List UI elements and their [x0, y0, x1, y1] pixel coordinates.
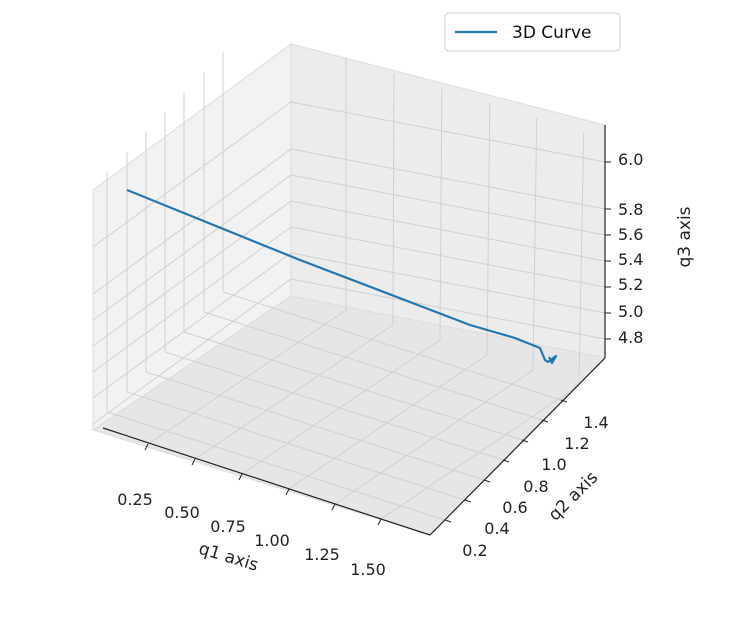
- grid-lines: [92, 52, 606, 521]
- y-tick-label: 1.4: [583, 413, 608, 432]
- y-axis-line: [429, 357, 606, 536]
- z-grid-line-left: [92, 278, 292, 425]
- z-tick-labels: 4.8 5.0 5.2 5.4 5.6 5.8 6.0: [618, 150, 643, 347]
- x-tick-mark: [331, 503, 336, 511]
- z-grid-line-left: [92, 174, 292, 321]
- y-axis-label: q2 axis: [545, 468, 602, 525]
- x-grid-line-back: [392, 72, 395, 326]
- x-tick-mark: [377, 518, 382, 526]
- x-tick-mark: [238, 473, 243, 481]
- z-grid-line: [290, 200, 606, 262]
- z-tick-label: 5.8: [618, 200, 643, 219]
- x-grid-line-back: [486, 102, 491, 356]
- y-tick-mark: [541, 419, 549, 423]
- y-grid-line: [126, 391, 466, 501]
- z-tick-label: 5.4: [618, 250, 643, 269]
- z-tick-label: 5.6: [618, 225, 643, 244]
- y-tick-mark: [483, 479, 491, 483]
- z-grid-line-left: [92, 226, 292, 373]
- x-tick-mark: [191, 458, 196, 466]
- y-tick-mark: [560, 399, 568, 403]
- z-grid-line: [290, 226, 606, 288]
- x-tick-label: 0.75: [210, 517, 246, 536]
- x-grid-line: [241, 339, 441, 475]
- x-grid-line: [147, 309, 347, 445]
- legend-box: [444, 12, 621, 52]
- z-grid-line: [290, 278, 606, 340]
- x-grid-line-back: [439, 87, 443, 341]
- z-tick-label: 6.0: [618, 150, 643, 169]
- y-grid-line: [203, 311, 543, 421]
- x-tick-label: 1.25: [304, 545, 340, 564]
- z-grid-line-left: [92, 101, 292, 248]
- z-tick-label: 5.0: [618, 302, 643, 321]
- x-tick-label: 0.25: [117, 490, 153, 509]
- legend-label: 3D Curve: [512, 23, 591, 43]
- x-grid-line: [194, 324, 394, 460]
- y-tick-mark: [464, 499, 472, 503]
- x-axis-line: [102, 427, 431, 536]
- z-grid-line: [290, 101, 606, 163]
- x-tick-label: 1.50: [350, 560, 386, 579]
- z-tick-label: 4.8: [618, 328, 643, 347]
- tick-marks: [144, 161, 611, 526]
- y-tick-mark: [502, 459, 510, 463]
- x-grid-line: [334, 369, 534, 505]
- x-grid-line-back: [578, 132, 585, 386]
- z-grid-line: [290, 252, 606, 314]
- axes-panes: [91, 43, 607, 536]
- z-grid-line: [290, 174, 606, 236]
- y-tick-label: 1.0: [541, 455, 566, 474]
- z-grid-line-left: [92, 200, 292, 347]
- y-grid-line: [106, 411, 446, 521]
- z-tick-label: 5.2: [618, 275, 643, 294]
- x-tick-label: 1.00: [254, 531, 290, 550]
- y-tick-mark: [521, 439, 529, 443]
- x-tick-mark: [285, 488, 290, 496]
- y-tick-label: 1.2: [564, 434, 589, 453]
- y-grid-line: [183, 331, 523, 441]
- y-grid-line: [222, 291, 562, 401]
- y-tick-label: 0.4: [484, 519, 509, 538]
- y-tick-label: 0.8: [523, 477, 548, 496]
- curve-line: [126, 188, 558, 365]
- series-3d-curve: [126, 188, 558, 365]
- x-grid-line: [288, 354, 488, 490]
- z-grid-line-left: [92, 148, 292, 295]
- x-tick-label: 0.50: [164, 503, 200, 522]
- x-grid-line: [380, 384, 580, 520]
- y-grid-line: [145, 371, 485, 481]
- x-tick-labels: 0.25 0.50 0.75 1.00 1.25 1.50: [117, 490, 386, 579]
- y-tick-label: 0.6: [502, 498, 527, 517]
- x-tick-mark: [144, 443, 149, 451]
- y-tick-labels: 0.2 0.4 0.6 0.8 1.0 1.2 1.4: [462, 413, 608, 560]
- y-tick-label: 0.2: [462, 541, 487, 560]
- y-grid-line: [164, 351, 504, 461]
- axis-lines: [102, 125, 606, 536]
- legend: 3D Curve: [444, 12, 621, 52]
- z-axis-label: q3 axis: [675, 206, 695, 267]
- z-grid-line: [290, 148, 606, 210]
- x-grid-line-back: [532, 117, 538, 371]
- y-tick-mark: [444, 519, 452, 523]
- x-axis-label: q1 axis: [196, 539, 260, 576]
- z-grid-line-left: [92, 252, 292, 399]
